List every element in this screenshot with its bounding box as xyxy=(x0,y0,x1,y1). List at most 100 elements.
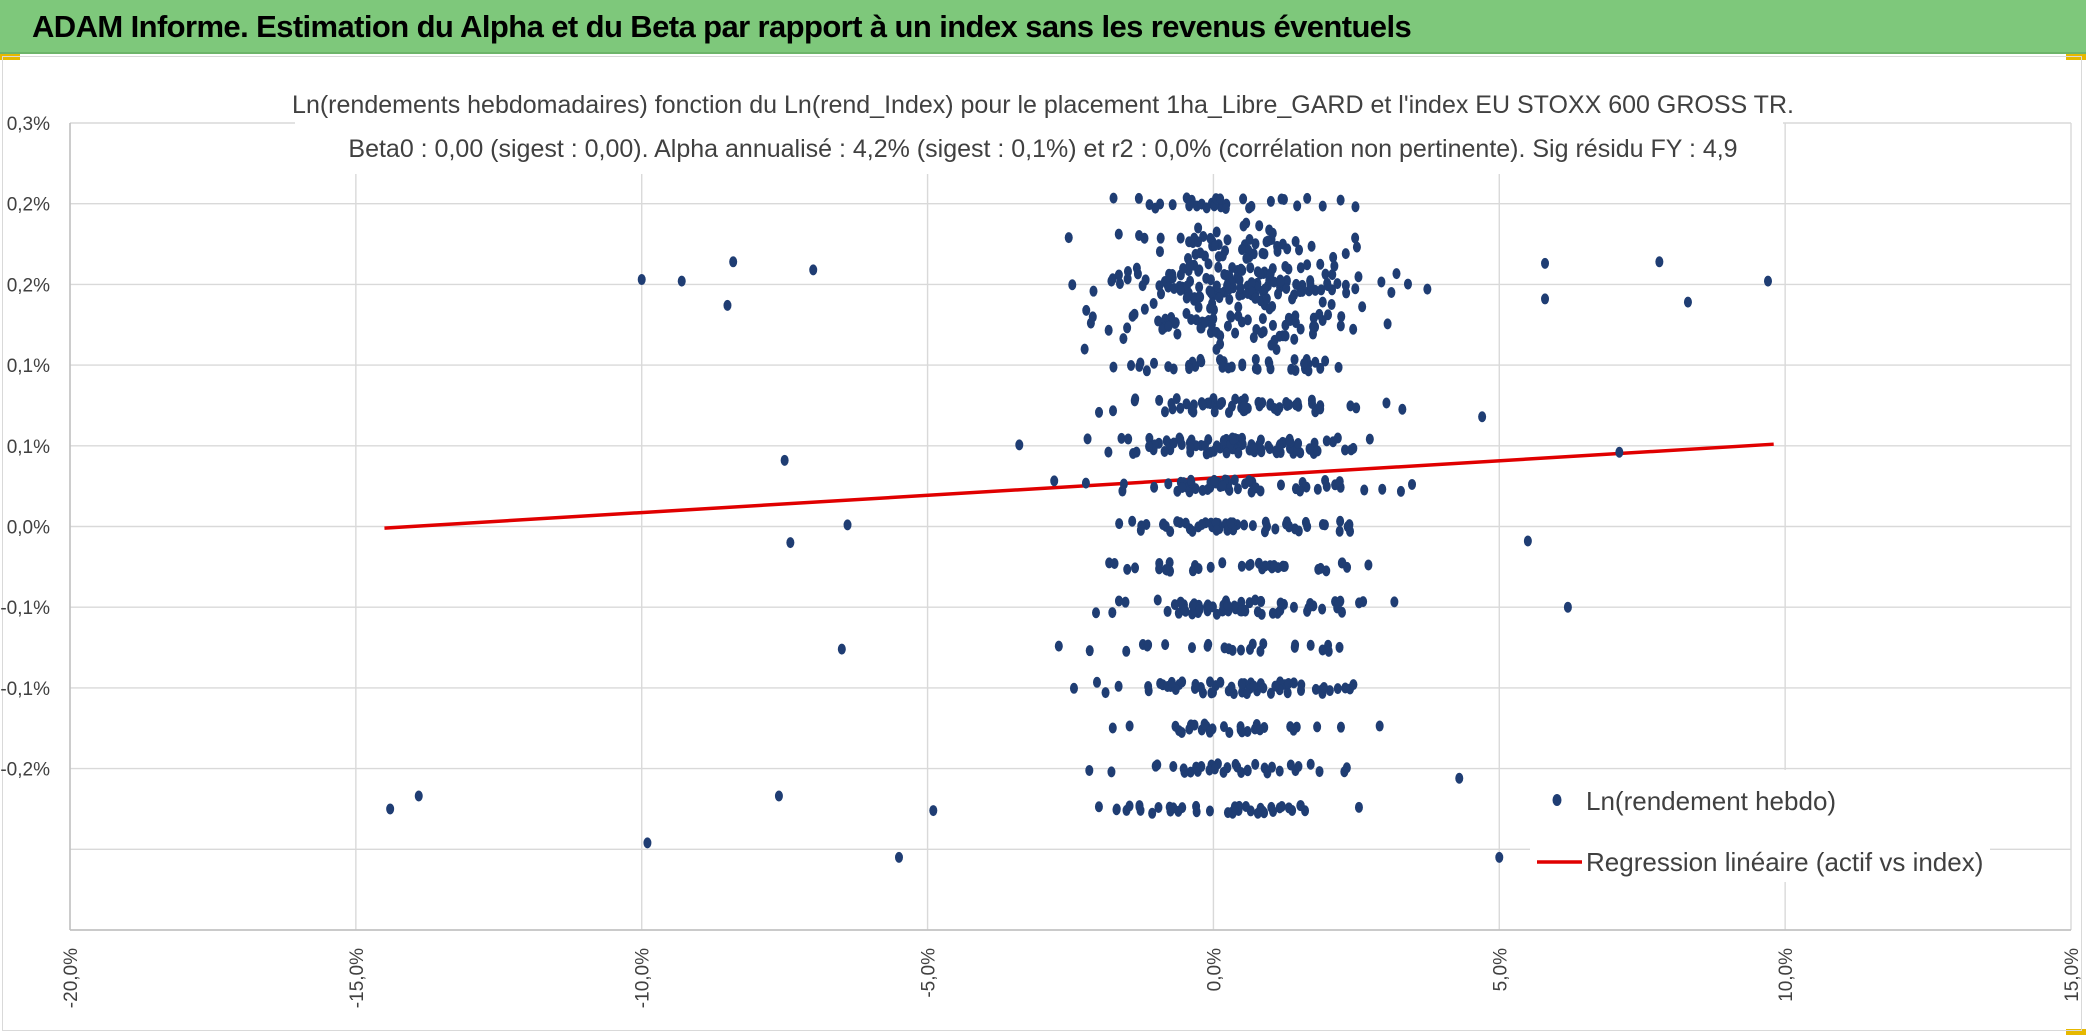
data-point xyxy=(1094,801,1103,813)
data-point xyxy=(1563,601,1572,613)
data-point xyxy=(1336,320,1345,332)
data-point xyxy=(843,519,852,531)
data-point xyxy=(1160,406,1169,418)
data-point xyxy=(1176,402,1185,414)
y-tick-label: 0,0% xyxy=(7,518,50,539)
data-point xyxy=(1264,235,1273,247)
axes: 0,3% 0,2% 0,2% 0,1% 0,1% 0,0% -0,1% -0,1% -0,2% -… xyxy=(0,114,2083,1008)
data-point xyxy=(1306,639,1315,651)
data-point xyxy=(1251,292,1260,304)
data-point xyxy=(1266,687,1275,699)
legend-background xyxy=(1530,770,1990,882)
data-point xyxy=(1290,333,1299,345)
data-point xyxy=(1289,601,1298,613)
data-point xyxy=(1154,315,1163,327)
data-point xyxy=(1225,727,1234,739)
data-point xyxy=(1085,764,1094,776)
data-point xyxy=(1181,517,1190,529)
data-point xyxy=(1148,807,1157,819)
data-point xyxy=(1114,595,1123,607)
data-point xyxy=(1149,298,1158,310)
data-point xyxy=(809,264,818,276)
data-point xyxy=(1291,236,1300,248)
data-point xyxy=(1321,475,1330,487)
data-point xyxy=(1315,766,1324,778)
data-point xyxy=(1265,303,1274,315)
data-point xyxy=(1176,232,1185,244)
data-point xyxy=(1194,265,1203,277)
data-point xyxy=(1247,200,1256,212)
data-point xyxy=(1392,268,1401,280)
data-point xyxy=(1282,397,1291,409)
data-point xyxy=(1205,601,1214,613)
data-point xyxy=(1334,361,1343,373)
data-point xyxy=(1284,802,1293,814)
data-point xyxy=(386,803,395,815)
data-point xyxy=(1206,302,1215,314)
data-point xyxy=(1288,293,1297,305)
data-point xyxy=(1215,292,1224,304)
data-point xyxy=(1156,232,1165,244)
data-point xyxy=(1259,682,1268,694)
data-point xyxy=(729,256,738,268)
data-point xyxy=(1138,280,1147,292)
data-point xyxy=(1271,680,1280,692)
data-point xyxy=(1296,485,1305,497)
data-point xyxy=(1317,284,1326,296)
data-point xyxy=(1306,758,1315,770)
data-point xyxy=(1173,516,1182,528)
data-point xyxy=(1155,246,1164,258)
legend: Ln(rendement hebdo) Regression linéaire … xyxy=(1530,770,1990,882)
data-point xyxy=(1234,447,1243,459)
data-point xyxy=(1222,447,1231,459)
data-point xyxy=(1318,603,1327,615)
data-point xyxy=(1198,399,1207,411)
data-point xyxy=(1358,301,1367,313)
data-point xyxy=(1257,596,1266,608)
data-point xyxy=(1290,354,1299,366)
data-point xyxy=(1227,681,1236,693)
data-point xyxy=(1224,362,1233,374)
data-point xyxy=(1187,404,1196,416)
data-point xyxy=(1191,248,1200,260)
data-point xyxy=(1206,561,1215,573)
data-point xyxy=(1283,243,1292,255)
data-point xyxy=(1194,236,1203,248)
data-point xyxy=(1261,283,1270,295)
data-point xyxy=(1185,363,1194,375)
data-point xyxy=(1313,483,1322,495)
data-point xyxy=(1130,308,1139,320)
data-point xyxy=(1615,446,1624,458)
data-point xyxy=(1316,258,1325,270)
data-point xyxy=(1349,442,1358,454)
data-point xyxy=(1085,645,1094,657)
data-point xyxy=(1081,477,1090,489)
data-point xyxy=(1216,193,1225,205)
data-point xyxy=(1163,605,1172,617)
data-point xyxy=(1276,275,1285,287)
data-point xyxy=(1318,200,1327,212)
data-point xyxy=(1262,293,1271,305)
data-point xyxy=(1240,519,1249,531)
data-point xyxy=(1251,238,1260,250)
data-point xyxy=(1210,474,1219,486)
data-point xyxy=(1104,324,1113,336)
data-point xyxy=(1253,606,1262,618)
data-point xyxy=(1323,280,1332,292)
data-point xyxy=(1270,559,1279,571)
corner-marker-bottom-right xyxy=(2066,1029,2086,1035)
data-point xyxy=(1281,330,1290,342)
data-point xyxy=(1342,287,1351,299)
data-point xyxy=(1218,557,1227,569)
y-tick-label: -0,2% xyxy=(0,760,50,781)
data-point xyxy=(1088,311,1097,323)
data-point xyxy=(1238,244,1247,256)
data-point xyxy=(1192,761,1201,773)
data-point xyxy=(1349,323,1358,335)
data-point xyxy=(1212,226,1221,238)
data-point xyxy=(1192,806,1201,818)
data-point xyxy=(1291,310,1300,322)
x-tick-label: -10,0% xyxy=(633,948,654,1008)
data-point xyxy=(1336,194,1345,206)
data-point xyxy=(1119,333,1128,345)
